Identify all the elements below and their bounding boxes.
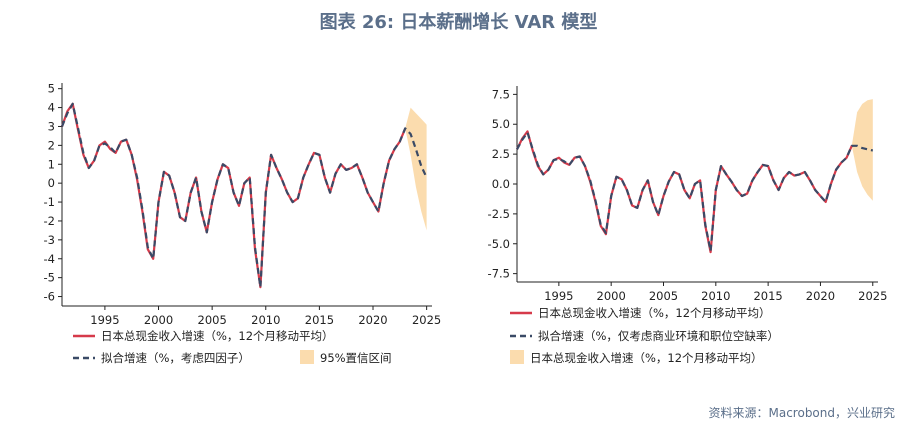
chart0-ytick-label: -4 <box>44 252 55 266</box>
chart1-fitted-line <box>516 131 874 252</box>
chart1-legend-label: 拟合增速（%，仅考虑商业环境和职位空缺率） <box>538 329 779 343</box>
chart1-legend-label: 日本总现金收入增速（%，12个月移动平均） <box>538 306 771 320</box>
source-note: 资料来源：Macrobond，兴业研究 <box>708 406 896 420</box>
page-title: 图表 26: 日本薪酬增长 VAR 模型 <box>319 12 598 33</box>
chart1-xtick-label: 2025 <box>858 289 887 303</box>
chart0-ytick-label: -6 <box>44 290 55 304</box>
chart1-ytick-label: -2.5 <box>488 207 510 221</box>
chart0-ytick-label: 4 <box>48 101 55 115</box>
chart0-legend-label: 拟合增速（%，考虑四因子） <box>101 351 250 365</box>
chart0-xtick-label: 2015 <box>305 313 334 327</box>
chart0-ytick-label: 2 <box>48 138 55 152</box>
chart1-xtick-label: 2010 <box>701 289 730 303</box>
chart0-xtick-label: 1995 <box>90 313 119 327</box>
chart1-ytick-label: -7.5 <box>488 267 510 281</box>
chart0-xtick-label: 2020 <box>358 313 387 327</box>
chart1-ytick-label: -5.0 <box>488 237 510 251</box>
chart1-xtick-label: 2000 <box>597 289 626 303</box>
chart0-xtick-label: 2025 <box>412 313 441 327</box>
chart0-ytick-label: 1 <box>48 157 55 171</box>
chart0-xtick-label: 2010 <box>251 313 280 327</box>
chart0-ytick-label: 3 <box>48 119 55 133</box>
chart1-xtick-label: 1995 <box>544 289 573 303</box>
chart0-ytick-label: 5 <box>48 82 55 96</box>
chart1-ytick-label: 0.0 <box>492 177 510 191</box>
chart0-fitted-line <box>60 102 428 289</box>
chart0-legend-band-swatch <box>300 350 314 364</box>
chart1-ytick-label: 2.5 <box>492 147 510 161</box>
chart0-actual-line <box>60 102 407 289</box>
chart1-legend-label: 日本总现金收入增速（%，12个月移动平均） <box>530 351 763 365</box>
chart0-ytick-label: -2 <box>44 214 55 228</box>
chart0-xtick-label: 2005 <box>198 313 227 327</box>
chart1-xtick-label: 2005 <box>649 289 678 303</box>
chart0-legend-label: 日本总现金收入增速（%，12个月移动平均） <box>101 329 334 343</box>
chart1-actual-line <box>516 130 853 254</box>
chart0-ytick-label: 0 <box>48 176 55 190</box>
chart0-legend-label: 95%置信区间 <box>320 351 392 365</box>
chart0-ytick-label: -3 <box>44 233 55 247</box>
chart0-confidence-band <box>405 107 427 231</box>
chart1-xtick-label: 2015 <box>753 289 782 303</box>
chart0-xtick-label: 2000 <box>144 313 173 327</box>
chart1-legend-band-swatch <box>510 350 524 364</box>
chart1-ytick-label: 7.5 <box>492 87 510 101</box>
chart1-confidence-band <box>851 99 873 201</box>
chart1-ytick-label: 5.0 <box>492 117 510 131</box>
chart0-ytick-label: -5 <box>44 271 55 285</box>
chart0-ytick-label: -1 <box>44 195 55 209</box>
chart1-xtick-label: 2020 <box>806 289 835 303</box>
